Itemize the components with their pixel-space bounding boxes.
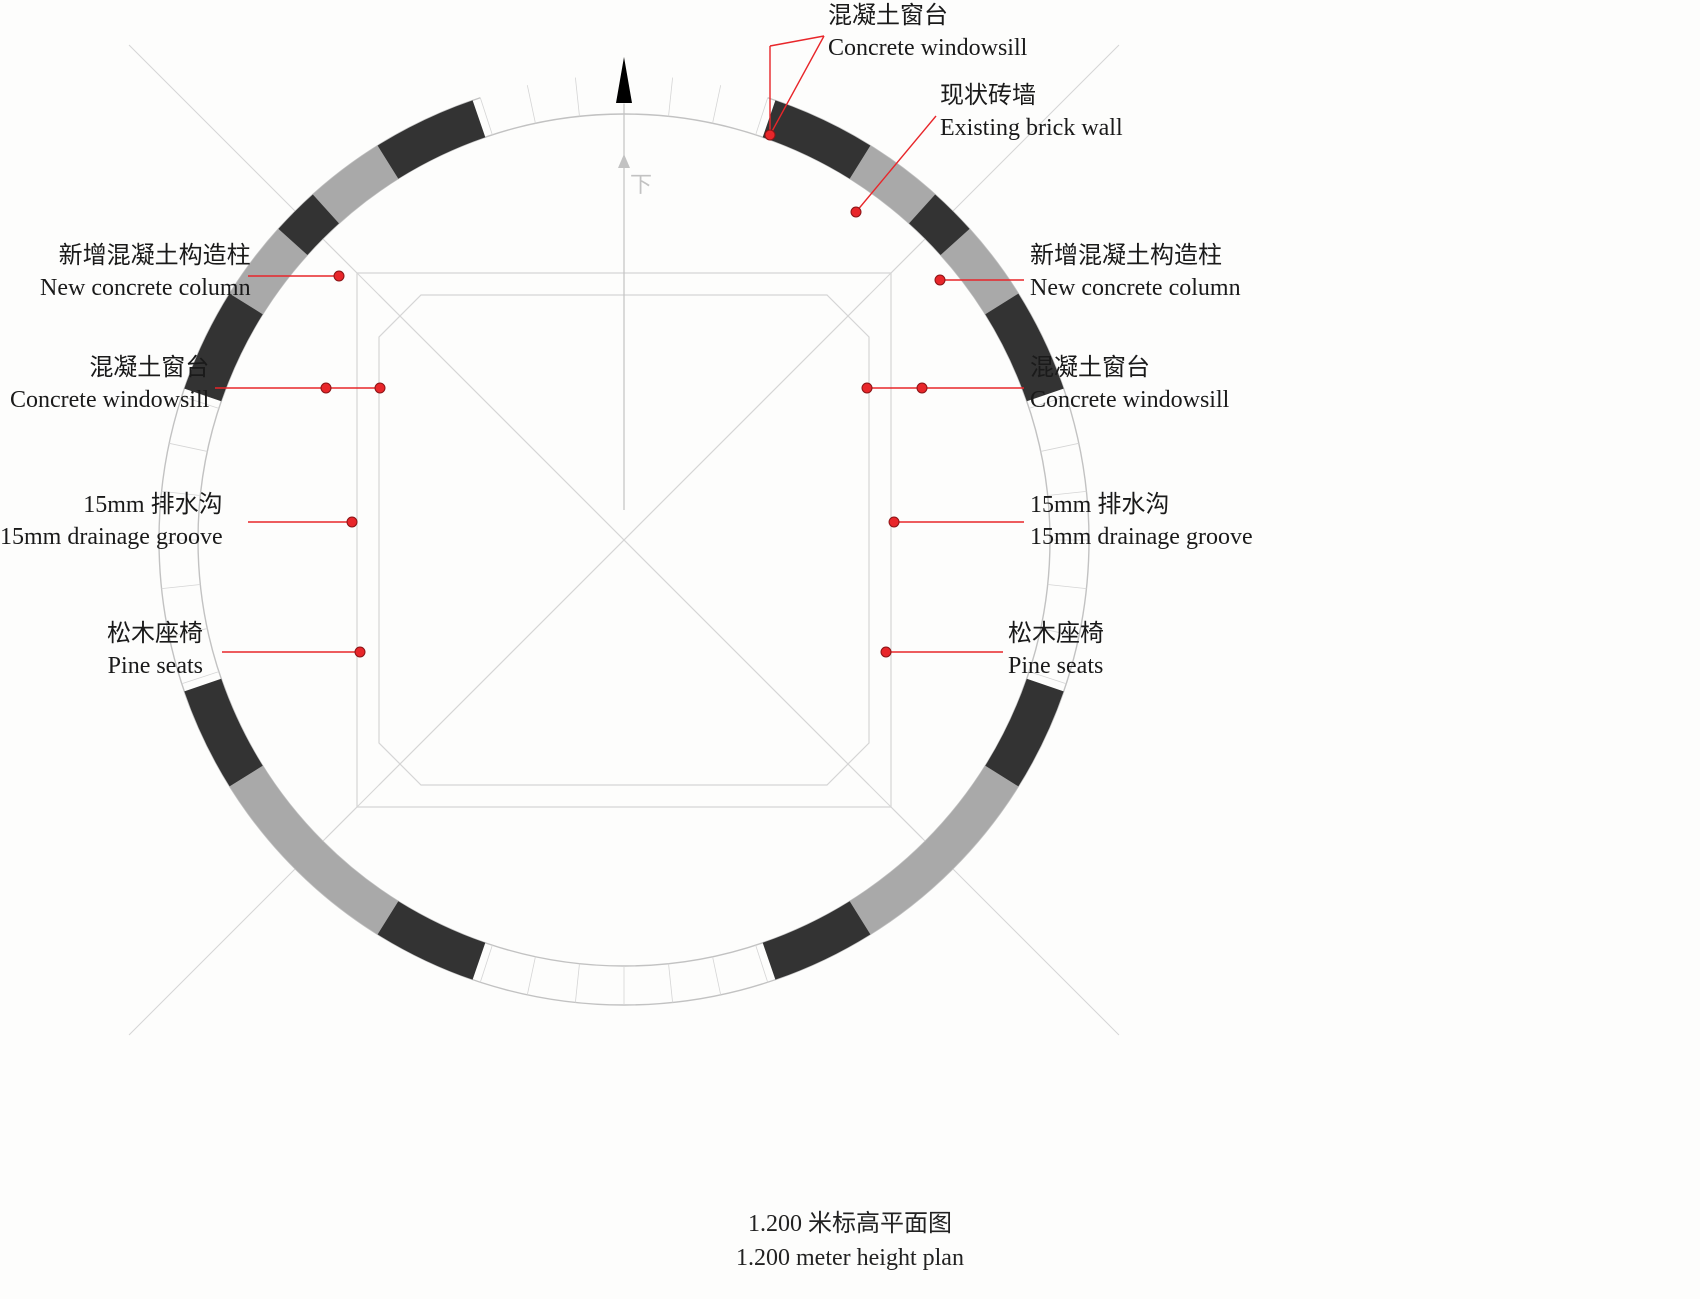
annotation-r-windowsill-top: 混凝土窗台Concrete windowsill: [828, 0, 1027, 65]
annotation-l-drainage: 15mm 排水沟15mm drainage groove: [0, 489, 223, 554]
annotation-r-pine: 松木座椅Pine seats: [1008, 618, 1104, 683]
caption-zh: 1.200 米标高平面图: [748, 1211, 952, 1237]
caption-en: 1.200 meter height plan: [736, 1245, 964, 1271]
annotation-l-new-column: 新增混凝土构造柱New concrete column: [40, 240, 251, 305]
caption: 1.200 米标高平面图 1.200 meter height plan: [0, 1208, 1700, 1275]
plan-drawing: 下: [0, 0, 1700, 1299]
svg-text:下: 下: [630, 172, 652, 197]
annotation-r-brick-wall: 现状砖墙Existing brick wall: [940, 80, 1123, 145]
annotation-r-windowsill: 混凝土窗台Concrete windowsill: [1030, 352, 1229, 417]
annotation-l-pine: 松木座椅Pine seats: [107, 618, 203, 683]
annotation-l-windowsill: 混凝土窗台Concrete windowsill: [10, 352, 209, 417]
annotation-r-drainage: 15mm 排水沟15mm drainage groove: [1030, 489, 1253, 554]
annotation-r-new-column: 新增混凝土构造柱New concrete column: [1030, 240, 1241, 305]
